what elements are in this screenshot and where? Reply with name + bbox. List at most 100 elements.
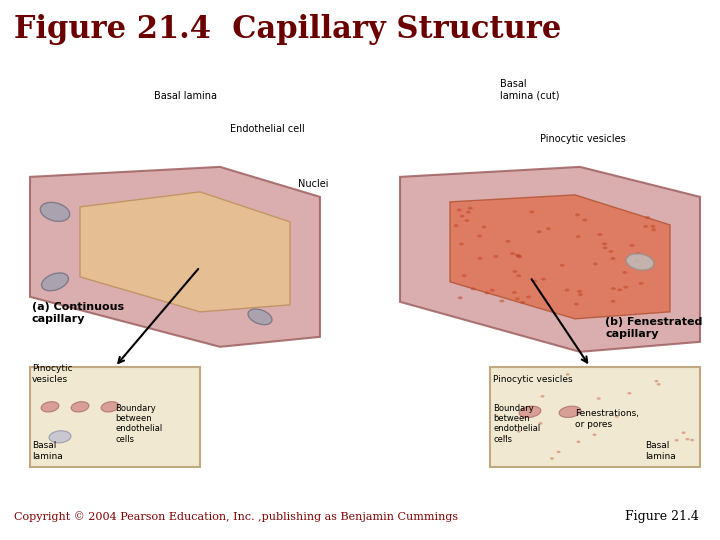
Ellipse shape xyxy=(471,287,476,291)
Text: Copyright © 2004 Pearson Education, Inc. ,publishing as Benjamin Cummings: Copyright © 2004 Pearson Education, Inc.… xyxy=(14,511,459,522)
Ellipse shape xyxy=(456,208,462,212)
Ellipse shape xyxy=(526,295,531,299)
Ellipse shape xyxy=(532,280,537,282)
Ellipse shape xyxy=(464,219,469,222)
Text: Boundary
between
endothelial
cells: Boundary between endothelial cells xyxy=(115,403,162,444)
Ellipse shape xyxy=(482,226,487,228)
Ellipse shape xyxy=(49,431,71,443)
Ellipse shape xyxy=(623,286,628,289)
Ellipse shape xyxy=(639,282,644,285)
Ellipse shape xyxy=(654,380,659,382)
Ellipse shape xyxy=(627,392,631,395)
Ellipse shape xyxy=(611,257,616,260)
Ellipse shape xyxy=(645,216,650,219)
Ellipse shape xyxy=(626,254,654,270)
Ellipse shape xyxy=(597,397,600,400)
Polygon shape xyxy=(80,192,290,312)
Polygon shape xyxy=(30,167,320,347)
Ellipse shape xyxy=(685,438,690,441)
Text: (a) Continuous
capillary: (a) Continuous capillary xyxy=(32,302,124,324)
Ellipse shape xyxy=(634,259,639,262)
Ellipse shape xyxy=(557,451,561,453)
Ellipse shape xyxy=(608,250,613,253)
Ellipse shape xyxy=(675,439,679,442)
Ellipse shape xyxy=(477,257,482,260)
Ellipse shape xyxy=(485,292,490,294)
Ellipse shape xyxy=(516,254,521,257)
Text: Basal
lamina: Basal lamina xyxy=(645,441,676,461)
Ellipse shape xyxy=(477,234,482,238)
Ellipse shape xyxy=(512,291,517,294)
Text: Pinocytic
vesicles: Pinocytic vesicles xyxy=(32,364,73,384)
Ellipse shape xyxy=(516,274,521,277)
Ellipse shape xyxy=(454,224,459,227)
Ellipse shape xyxy=(513,270,518,273)
Ellipse shape xyxy=(248,309,272,325)
Ellipse shape xyxy=(493,255,498,258)
Ellipse shape xyxy=(539,422,543,424)
Ellipse shape xyxy=(550,457,554,460)
Ellipse shape xyxy=(505,240,510,243)
Ellipse shape xyxy=(517,430,521,433)
Text: Endothelial cell: Endothelial cell xyxy=(230,124,305,134)
Ellipse shape xyxy=(598,233,603,236)
Text: Nuclei: Nuclei xyxy=(298,179,328,189)
Ellipse shape xyxy=(458,296,463,299)
Ellipse shape xyxy=(602,242,607,245)
Ellipse shape xyxy=(546,227,551,230)
Ellipse shape xyxy=(466,211,471,214)
Ellipse shape xyxy=(559,264,564,267)
Ellipse shape xyxy=(536,230,541,233)
Polygon shape xyxy=(490,367,700,467)
Text: Figure 21.4  Capillary Structure: Figure 21.4 Capillary Structure xyxy=(14,14,562,45)
Ellipse shape xyxy=(603,246,608,249)
Ellipse shape xyxy=(517,255,522,259)
Ellipse shape xyxy=(495,415,498,417)
Ellipse shape xyxy=(582,219,588,221)
Ellipse shape xyxy=(682,431,685,434)
Ellipse shape xyxy=(629,244,634,247)
Text: Fenestrations,
or pores: Fenestrations, or pores xyxy=(575,409,639,429)
Ellipse shape xyxy=(566,373,570,376)
Text: Basal
lamina: Basal lamina xyxy=(32,441,63,461)
Ellipse shape xyxy=(650,225,655,228)
Ellipse shape xyxy=(500,300,505,302)
Text: Boundary
between
endothelial
cells: Boundary between endothelial cells xyxy=(493,403,540,444)
Ellipse shape xyxy=(468,207,473,210)
Ellipse shape xyxy=(622,271,627,274)
Ellipse shape xyxy=(510,252,515,255)
Ellipse shape xyxy=(559,406,581,417)
Ellipse shape xyxy=(521,301,526,304)
Text: Pinocytic vesicles: Pinocytic vesicles xyxy=(540,134,626,144)
Text: Pinocytic vesicles: Pinocytic vesicles xyxy=(493,375,572,384)
Ellipse shape xyxy=(71,402,89,412)
Ellipse shape xyxy=(643,225,648,228)
Ellipse shape xyxy=(615,415,619,418)
Ellipse shape xyxy=(529,211,534,213)
Ellipse shape xyxy=(503,435,508,438)
Ellipse shape xyxy=(41,402,59,412)
Ellipse shape xyxy=(636,252,641,255)
Polygon shape xyxy=(400,167,700,352)
Ellipse shape xyxy=(541,278,546,281)
Text: Basal
lamina (cut): Basal lamina (cut) xyxy=(500,79,559,101)
Ellipse shape xyxy=(574,302,579,306)
Ellipse shape xyxy=(578,293,583,296)
Polygon shape xyxy=(30,367,200,467)
Ellipse shape xyxy=(490,289,495,292)
Ellipse shape xyxy=(576,235,581,238)
Ellipse shape xyxy=(101,402,119,412)
Ellipse shape xyxy=(617,288,622,291)
Ellipse shape xyxy=(577,441,580,443)
Ellipse shape xyxy=(40,202,70,221)
Ellipse shape xyxy=(657,383,661,386)
Ellipse shape xyxy=(42,273,68,291)
Text: (b) Fenestrated
capillary: (b) Fenestrated capillary xyxy=(605,317,703,339)
Polygon shape xyxy=(450,195,670,319)
Ellipse shape xyxy=(577,290,582,293)
Ellipse shape xyxy=(462,274,467,277)
Ellipse shape xyxy=(541,395,544,397)
Ellipse shape xyxy=(519,406,541,417)
Ellipse shape xyxy=(611,287,616,290)
Text: Figure 21.4: Figure 21.4 xyxy=(624,510,698,523)
